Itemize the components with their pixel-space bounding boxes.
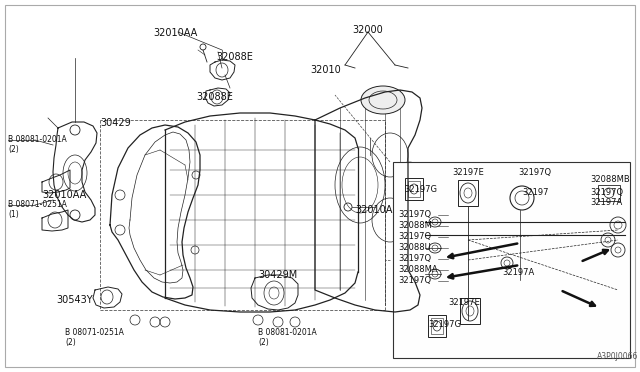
Bar [458,180,478,206]
Text: 32088U: 32088U [398,243,431,252]
Bar [460,298,480,324]
Bar [598,185,620,201]
Text: 32197Q: 32197Q [398,276,431,285]
Text: B 08081-0201A
(2): B 08081-0201A (2) [8,135,67,154]
Bar [393,162,630,358]
Text: 32197E: 32197E [448,298,480,307]
Text: 32000: 32000 [353,25,383,35]
Text: 32088M: 32088M [398,221,432,230]
Ellipse shape [361,86,405,114]
Text: 32010AA: 32010AA [42,190,86,200]
Text: 30429: 30429 [100,118,131,128]
Text: 32088E: 32088E [196,92,233,102]
Text: 32197Q: 32197Q [398,254,431,263]
Text: 32197Q: 32197Q [398,232,431,241]
Text: 32197G: 32197G [428,320,461,329]
Text: 32197E: 32197E [452,168,484,177]
Text: 32197Q: 32197Q [398,210,431,219]
Text: 32197: 32197 [522,188,548,197]
Text: 32197A: 32197A [590,198,622,207]
Text: 32197A: 32197A [502,268,534,277]
Bar [408,181,420,197]
Bar [431,318,443,334]
Text: 32197G: 32197G [404,185,437,194]
Text: 32088MA: 32088MA [398,265,438,274]
Bar [428,315,446,337]
Text: 32010A: 32010A [355,205,392,215]
Text: 32088MB: 32088MB [590,175,630,184]
Text: B 08071-0251A
(2): B 08071-0251A (2) [65,328,124,347]
Text: 30429M: 30429M [258,270,297,280]
Text: 32010: 32010 [310,65,340,75]
Text: 32088E: 32088E [216,52,253,62]
Text: 32010AA: 32010AA [153,28,197,38]
Bar [405,178,423,200]
Text: B 08081-0201A
(2): B 08081-0201A (2) [258,328,317,347]
Text: 32197Q: 32197Q [518,168,551,177]
Text: B 08071-0251A
(1): B 08071-0251A (1) [8,200,67,219]
Text: 32197Q: 32197Q [590,188,623,197]
Text: A3P0J0066: A3P0J0066 [597,352,638,361]
Text: 30543Y: 30543Y [56,295,93,305]
